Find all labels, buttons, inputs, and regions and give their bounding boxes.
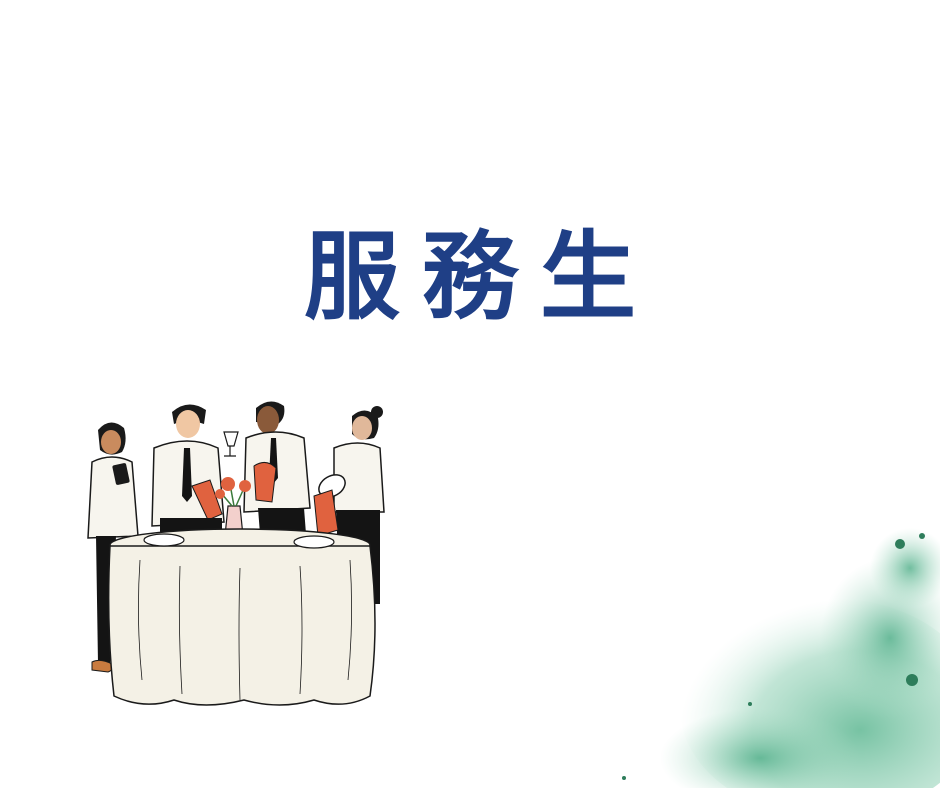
round-table-icon bbox=[107, 528, 376, 706]
waiters-illustration bbox=[87, 401, 385, 706]
page-title: 服務生 bbox=[304, 221, 658, 333]
green-watercolor-splash bbox=[622, 528, 940, 788]
waiter-man-glass-figure bbox=[223, 401, 311, 534]
waiter-man-napkin-figure bbox=[151, 404, 225, 540]
